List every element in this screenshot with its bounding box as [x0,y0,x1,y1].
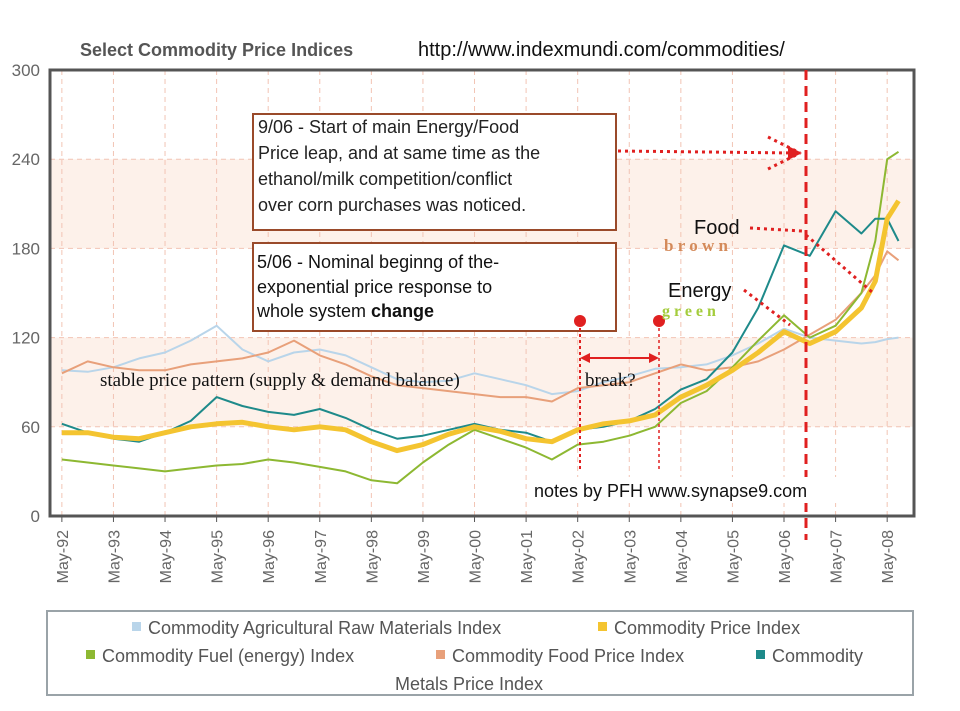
x-tick-label: May-07 [829,530,846,583]
marker-2002-dot [574,315,586,327]
x-tick-label: May-03 [622,530,639,583]
series-line [61,250,900,403]
x-tick-label: May-00 [468,530,485,583]
legend-label: Commodity Price Index [614,618,800,638]
arrow-2006-head [788,146,802,160]
energy-label: Energy [668,280,731,302]
brown-label: b r o w n [664,236,728,255]
legend-label: Commodity Fuel (energy) Index [102,646,354,666]
note-2006-line-1: 9/06 - Start of main Energy/Food [258,117,519,137]
note-2002-line-3: whole system [256,301,371,321]
y-tick-label: 60 [21,418,40,437]
x-axis: May-92 May-93 May-94 May-95 May-96 May-97 May-… [55,516,897,583]
note-2002-line-2: exponential price response to [257,277,492,297]
arrow-2006-flare-top [767,135,801,155]
source-url: http://www.indexmundi.com/commodities/ [418,39,785,61]
y-tick-label: 0 [31,507,40,526]
x-tick-label: May-05 [725,530,742,583]
series-line [61,150,900,485]
x-tick-label: May-93 [106,530,123,583]
y-tick-label: 300 [12,61,40,80]
legend-box [46,610,914,696]
plot-band [50,337,914,427]
x-tick-label: May-98 [364,530,381,583]
note-2006-line-2: Price leap, and at same time as the [258,143,540,163]
x-tick-label: May-92 [55,530,72,583]
x-tick-label: May-04 [674,530,691,583]
x-tick-label: May-06 [777,530,794,583]
legend-label-continued: Metals Price Index [395,674,543,694]
x-tick-label: May-95 [210,530,227,583]
x-tick-label: May-94 [158,530,175,583]
note-2006-line-3: ethanol/milk competition/conflict [258,169,512,189]
series-line [61,199,901,454]
y-axis: 0 60 120 180 240 300 [12,61,40,526]
credit-bg [530,477,868,503]
plot-frame [48,68,916,518]
note-2002-box [252,242,617,332]
note-2002-line-1: 5/06 - Nominal beginng of the- [257,252,499,272]
y-tick-label: 180 [12,239,40,258]
marker-2003-dot [653,315,665,327]
break-arrow-right [649,353,659,363]
legend-swatch [436,650,445,659]
note-2002-text: 5/06 - Nominal beginng of the- exponenti… [256,252,504,321]
legend-label: Commodity Agricultural Raw Materials Ind… [148,618,501,638]
x-tick-label: May-99 [416,530,433,583]
break-label: break? [585,370,636,391]
legend-label: Commodity [772,646,863,666]
stable-label: stable price pattern (supply & demand ba… [100,370,460,391]
plot-bands [50,159,914,427]
food-label: Food [694,217,740,239]
arrow-food-1 [749,226,803,233]
y-tick-label: 240 [12,150,40,169]
legend-label: Commodity Food Price Index [452,646,684,666]
note-2006-text: 9/06 - Start of main Energy/Food Price l… [258,117,545,215]
x-tick-label: May-96 [261,530,278,583]
note-2006-box [252,113,617,231]
break-arrow-left [580,353,590,363]
arrow-food-2 [805,233,873,294]
arrow-energy [743,288,791,327]
x-tick-label: May-08 [880,530,897,583]
legend-swatch [132,622,141,631]
legend-swatch [756,650,765,659]
y-tick-label: 120 [12,329,40,348]
x-tick-label: May-97 [313,530,330,583]
credit-label: notes by PFH www.synapse9.com [534,481,807,501]
chart-title: Select Commodity Price Indices [80,40,353,60]
legend-swatch [86,650,95,659]
x-tick-label: May-01 [519,530,536,583]
series-layer [61,150,901,485]
legend-swatch [598,622,607,631]
note-2002-line-3-bold: change [371,301,434,321]
note-2006-line-4: over corn purchases was noticed. [258,195,526,215]
arrow-2006-note [617,149,796,155]
x-tick-label: May-02 [571,530,588,583]
legend: Commodity Agricultural Raw Materials Ind… [86,618,863,694]
arrow-2006-flare-bottom [767,151,801,171]
green-label: g r e e n [662,303,716,320]
series-line [61,324,899,396]
